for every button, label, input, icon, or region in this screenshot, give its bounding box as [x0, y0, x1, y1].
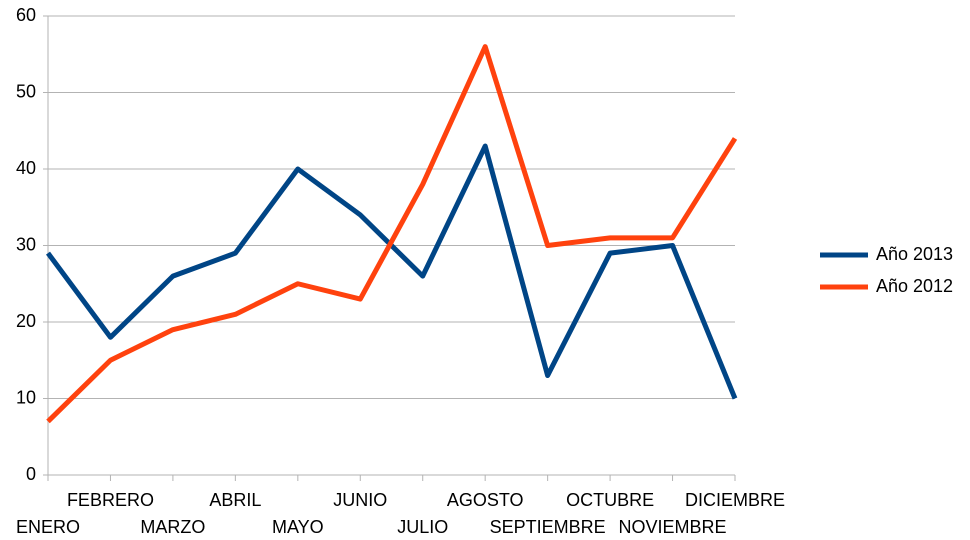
y-tick-label: 40 [16, 158, 36, 178]
y-tick-label: 0 [26, 464, 36, 484]
y-tick-label: 10 [16, 387, 36, 407]
x-tick-label: NOVIEMBRE [619, 517, 727, 537]
x-tick-label: ABRIL [209, 490, 261, 510]
x-tick-label: DICIEMBRE [685, 490, 785, 510]
x-tick-label: OCTUBRE [566, 490, 654, 510]
x-tick-label: SEPTIEMBRE [490, 517, 606, 537]
x-tick-label: JULIO [397, 517, 448, 537]
y-tick-label: 50 [16, 81, 36, 101]
y-tick-label: 30 [16, 234, 36, 254]
x-tick-label: MAYO [272, 517, 324, 537]
x-tick-label: JUNIO [333, 490, 387, 510]
y-tick-label: 60 [16, 5, 36, 25]
x-tick-label: ENERO [16, 517, 80, 537]
y-tick-label: 20 [16, 311, 36, 331]
x-tick-label: FEBRERO [67, 490, 154, 510]
legend-label: Año 2012 [876, 276, 953, 296]
x-tick-label: AGOSTO [447, 490, 524, 510]
series-line [45, 143, 738, 400]
legend-label: Año 2013 [876, 244, 953, 264]
series-line [46, 44, 738, 424]
x-tick-label: MARZO [140, 517, 205, 537]
